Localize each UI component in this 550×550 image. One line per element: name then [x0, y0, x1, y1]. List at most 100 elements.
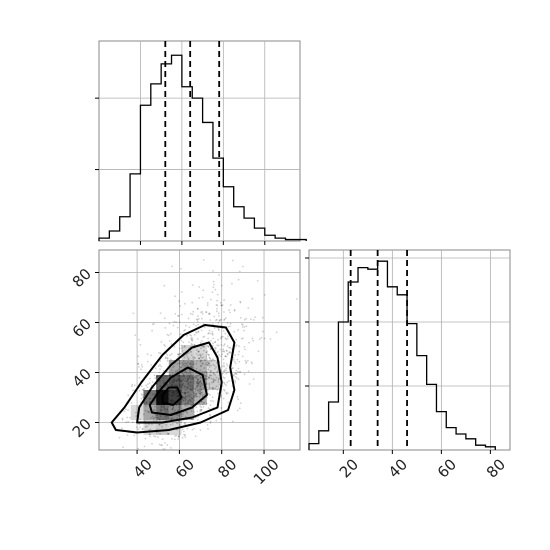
- scatter-point: [191, 365, 194, 368]
- scatter-point: [200, 400, 203, 403]
- scatter-point: [207, 337, 210, 340]
- y-marginal-histogram-panel: 20 40 60 80: [305, 249, 511, 482]
- scatter-point: [197, 350, 200, 353]
- scatter-point: [201, 345, 204, 348]
- scatter-point: [191, 301, 194, 304]
- scatter-point: [207, 428, 209, 430]
- scatter-point: [177, 438, 180, 440]
- scatter-point: [212, 381, 215, 384]
- scatter-point: [222, 364, 225, 367]
- scatter-point: [211, 332, 214, 335]
- scatter-point: [199, 356, 202, 359]
- scatter-point: [214, 368, 216, 370]
- scatter-point: [199, 392, 201, 395]
- scatter-point: [229, 304, 232, 306]
- scatter-point: [205, 311, 208, 313]
- scatter-point: [198, 286, 201, 288]
- scatter-point: [155, 431, 158, 434]
- scatter-point: [224, 355, 227, 357]
- x-tick-label: 100: [250, 455, 283, 488]
- scatter-point: [157, 436, 159, 438]
- scatter-point: [216, 293, 219, 296]
- scatter-point: [226, 364, 229, 367]
- scatter-point: [206, 359, 209, 361]
- scatter-point: [225, 372, 228, 375]
- scatter-point: [229, 347, 232, 349]
- scatter-point: [191, 343, 194, 346]
- scatter-point: [182, 341, 185, 344]
- scatter-point: [212, 286, 215, 289]
- scatter-point: [195, 367, 198, 370]
- x-tick-label: 60: [434, 455, 460, 481]
- scatter-point: [166, 432, 169, 435]
- scatter-point: [247, 370, 250, 372]
- scatter-point: [139, 418, 142, 421]
- scatter-point: [263, 294, 266, 296]
- scatter-point: [151, 323, 154, 326]
- scatter-point: [202, 345, 204, 348]
- scatter-point: [138, 376, 141, 379]
- scatter-point: [212, 280, 215, 283]
- scatter-point: [179, 333, 182, 336]
- scatter-point: [195, 376, 198, 379]
- scatter-point: [193, 396, 196, 399]
- scatter-point: [226, 337, 229, 340]
- scatter-point: [137, 428, 140, 431]
- scatter-point: [160, 455, 162, 457]
- scatter-point: [238, 407, 241, 410]
- scatter-point: [192, 363, 195, 365]
- scatter-point: [138, 338, 140, 341]
- scatter-point: [190, 365, 193, 368]
- scatter-point: [220, 355, 223, 358]
- scatter-point: [140, 393, 143, 395]
- scatter-point: [133, 434, 136, 437]
- scatter-point: [166, 357, 169, 360]
- scatter-point: [196, 386, 198, 389]
- scatter-point: [174, 409, 177, 411]
- scatter-point: [146, 383, 149, 385]
- scatter-point: [191, 366, 194, 369]
- scatter-point: [202, 372, 205, 374]
- scatter-point: [215, 376, 218, 379]
- x-tick-label: 80: [214, 455, 240, 481]
- joint-ticks: [95, 272, 265, 454]
- scatter-point: [231, 282, 233, 285]
- scatter-point: [220, 284, 223, 287]
- scatter-point: [222, 344, 225, 347]
- scatter-point: [225, 355, 228, 358]
- scatter-point: [242, 265, 244, 268]
- scatter-point: [213, 327, 216, 329]
- scatter-point: [201, 394, 204, 397]
- scatter-point: [149, 377, 152, 380]
- scatter-point: [196, 349, 198, 352]
- scatter-point: [173, 438, 176, 441]
- scatter-point: [200, 406, 203, 409]
- scatter-point: [251, 362, 254, 365]
- scatter-point: [209, 422, 212, 424]
- scatter-point: [135, 415, 138, 418]
- scatter-point: [205, 357, 208, 360]
- scatter-point: [234, 376, 237, 378]
- scatter-point: [197, 382, 200, 385]
- scatter-point: [206, 371, 208, 374]
- scatter-point: [177, 353, 179, 355]
- scatter-point: [217, 381, 220, 383]
- scatter-point: [233, 308, 236, 311]
- scatter-point: [127, 409, 129, 412]
- scatter-point: [143, 420, 146, 422]
- scatter-point: [160, 365, 163, 368]
- scatter-point: [154, 367, 157, 370]
- scatter-point: [208, 386, 211, 389]
- scatter-point: [208, 364, 211, 367]
- scatter-point: [189, 365, 192, 368]
- scatter-point: [239, 402, 242, 405]
- scatter-point: [169, 405, 172, 408]
- scatter-point: [139, 426, 141, 429]
- scatter-point: [140, 385, 143, 388]
- scatter-point: [194, 392, 197, 395]
- scatter-point: [201, 340, 203, 342]
- scatter-point: [191, 363, 194, 365]
- scatter-point: [175, 321, 178, 323]
- scatter-point: [196, 381, 198, 383]
- scatter-point: [199, 389, 202, 392]
